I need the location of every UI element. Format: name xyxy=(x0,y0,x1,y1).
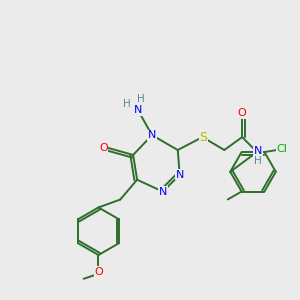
Text: O: O xyxy=(238,108,247,118)
Text: N: N xyxy=(176,170,184,180)
Text: N: N xyxy=(254,146,262,156)
Text: Cl: Cl xyxy=(277,144,288,154)
Text: N: N xyxy=(159,187,167,196)
Text: H: H xyxy=(254,156,262,166)
Text: H: H xyxy=(137,94,145,104)
Text: N: N xyxy=(148,130,156,140)
Text: S: S xyxy=(200,130,208,144)
Text: N: N xyxy=(134,105,142,116)
Text: H: H xyxy=(123,99,131,110)
Text: O: O xyxy=(99,143,108,153)
Text: O: O xyxy=(94,267,103,277)
